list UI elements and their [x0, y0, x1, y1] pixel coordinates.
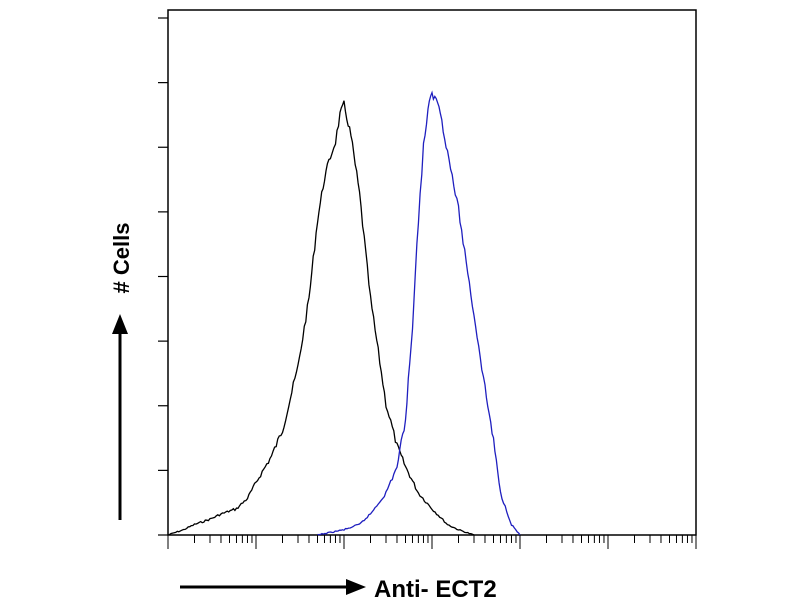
y-axis-label: # Cells: [109, 223, 134, 294]
x-axis-arrowhead: [346, 579, 366, 595]
x-axis-ticks: [167, 535, 697, 549]
plot-frame: [167, 9, 697, 536]
histogram-series: [167, 90, 521, 536]
x-axis-label: Anti- ECT2: [374, 576, 497, 600]
series-line-1: [317, 90, 521, 536]
y-axis-arrowhead: [112, 314, 128, 334]
series-line-0: [167, 100, 475, 536]
y-axis-ticks: [158, 17, 168, 536]
